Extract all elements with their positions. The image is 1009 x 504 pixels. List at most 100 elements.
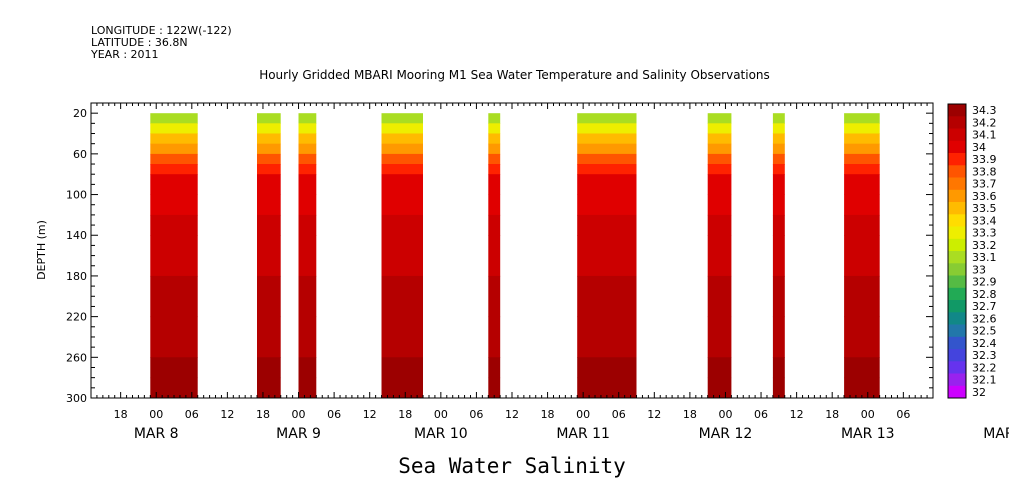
colorbar-swatch [948, 153, 966, 166]
salinity-cell [577, 377, 637, 399]
salinity-cell [298, 275, 317, 318]
colorbar: 34.334.234.13433.933.833.733.633.533.433… [947, 103, 997, 399]
colorbar-swatch [948, 104, 966, 117]
colorbar-swatch [948, 324, 966, 338]
salinity-cell [577, 143, 637, 155]
salinity-cell [577, 316, 637, 358]
salinity-cell [381, 133, 423, 145]
data-block [150, 113, 198, 399]
salinity-cell [257, 174, 281, 195]
salinity-cell [298, 143, 317, 155]
salinity-cell [772, 133, 785, 145]
salinity-cell [150, 316, 198, 358]
x-hour-label: 12 [363, 408, 377, 421]
data-block [772, 113, 785, 399]
salinity-cell [488, 153, 501, 165]
salinity-cell [150, 214, 198, 236]
colorbar-label: 34.3 [972, 104, 997, 117]
salinity-cell [257, 164, 281, 175]
salinity-cell [772, 174, 785, 195]
salinity-cell [772, 357, 785, 379]
x-hour-label: 06 [754, 408, 768, 421]
salinity-cell [844, 316, 880, 358]
salinity-cell [772, 143, 785, 155]
x-hour-label: 18 [256, 408, 270, 421]
salinity-cell [707, 316, 732, 358]
data-block [844, 113, 880, 399]
salinity-cell [381, 316, 423, 358]
salinity-cell [150, 377, 198, 399]
x-date-label: MAR 13 [841, 426, 895, 442]
salinity-cell [257, 316, 281, 358]
salinity-cell [150, 153, 198, 165]
colorbar-label: 32.8 [972, 288, 997, 301]
colorbar-swatch [948, 373, 966, 387]
salinity-cell [488, 113, 501, 124]
salinity-cell [488, 275, 501, 318]
salinity-cell [150, 164, 198, 175]
colorbar-swatch [948, 361, 966, 374]
colorbar-swatch [948, 116, 966, 129]
colorbar-label: 32.5 [972, 325, 997, 338]
salinity-cell [707, 235, 732, 277]
salinity-cell [150, 275, 198, 318]
colorbar-swatch [948, 140, 966, 154]
salinity-cell [298, 357, 317, 379]
x-hour-label: 00 [576, 408, 590, 421]
x-hour-label: 12 [790, 408, 804, 421]
colorbar-label: 33.7 [972, 178, 997, 191]
salinity-cell [844, 194, 880, 216]
salinity-cell [488, 235, 501, 277]
salinity-cell [257, 123, 281, 134]
salinity-cell [381, 194, 423, 216]
x-hour-label: 18 [825, 408, 839, 421]
y-axis: 20 60 100 140 180 220 260 300 [66, 102, 933, 405]
salinity-cell [150, 357, 198, 379]
salinity-cell [150, 113, 198, 124]
salinity-cell [707, 153, 732, 165]
x-date-label: MAR 10 [414, 426, 468, 442]
data-block [577, 113, 637, 399]
salinity-cell [298, 123, 317, 134]
salinity-cell [844, 153, 880, 165]
salinity-cell [257, 113, 281, 124]
x-hour-label: 18 [114, 408, 128, 421]
salinity-cell [772, 153, 785, 165]
y-tick-label: 140 [66, 229, 87, 242]
salinity-cell [150, 235, 198, 277]
colorbar-swatch [948, 128, 966, 142]
salinity-cell [707, 123, 732, 134]
colorbar-label: 34 [972, 141, 986, 154]
salinity-cell [844, 133, 880, 145]
salinity-cell [844, 143, 880, 155]
salinity-cell [381, 113, 423, 124]
salinity-cell [772, 275, 785, 318]
salinity-cell [150, 143, 198, 155]
salinity-cell [577, 133, 637, 145]
salinity-cell [257, 153, 281, 165]
x-hour-label: 00 [718, 408, 732, 421]
salinity-cell [707, 113, 732, 124]
y-tick-label: 60 [73, 148, 87, 161]
x-hour-label: 06 [469, 408, 483, 421]
colorbar-swatch [948, 202, 966, 215]
salinity-cell [381, 153, 423, 165]
salinity-cell [381, 164, 423, 175]
x-hour-label: 00 [149, 408, 163, 421]
x-hour-label: 06 [185, 408, 199, 421]
colorbar-label: 32.6 [972, 312, 997, 325]
salinity-cell [844, 164, 880, 175]
data-block [488, 113, 501, 399]
salinity-cell [772, 164, 785, 175]
x-hour-label: 18 [683, 408, 697, 421]
salinity-cell [150, 133, 198, 145]
colorbar-label: 32.1 [972, 374, 997, 387]
colorbar-swatch [948, 214, 966, 227]
salinity-cell [707, 214, 732, 236]
salinity-cell [488, 194, 501, 216]
salinity-cell [844, 275, 880, 318]
colorbar-frame [947, 103, 967, 399]
salinity-cell [577, 357, 637, 379]
salinity-cell [150, 123, 198, 134]
salinity-cell [772, 316, 785, 358]
